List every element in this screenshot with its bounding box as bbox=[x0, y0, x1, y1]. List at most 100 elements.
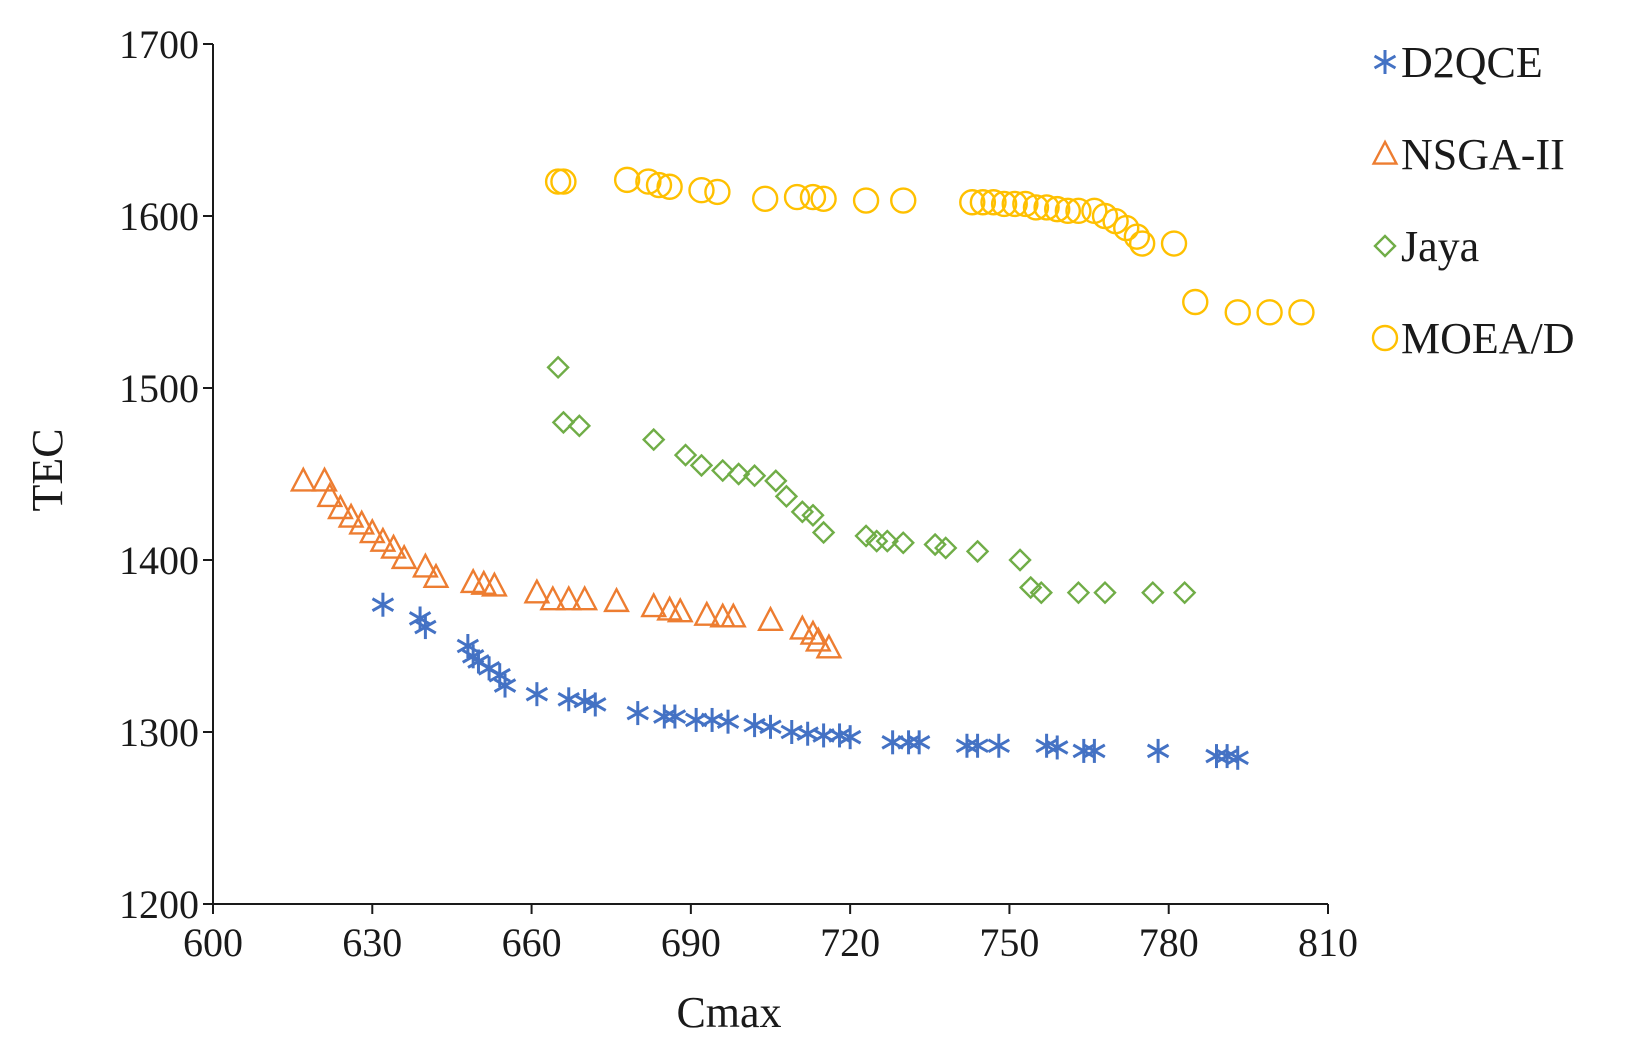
data-point bbox=[656, 173, 683, 200]
data-point bbox=[726, 462, 751, 486]
data-point bbox=[1008, 548, 1032, 572]
data-point bbox=[640, 591, 668, 618]
data-point bbox=[289, 466, 317, 492]
legend-item: D2QCE bbox=[1373, 38, 1543, 87]
data-point bbox=[626, 701, 649, 726]
data-point bbox=[1033, 194, 1060, 221]
data-point bbox=[422, 562, 450, 588]
data-point bbox=[348, 509, 376, 535]
data-point bbox=[716, 709, 740, 734]
data-point bbox=[1128, 230, 1156, 257]
series-nsga-ii bbox=[289, 466, 843, 659]
data-point bbox=[711, 458, 735, 483]
data-point bbox=[666, 597, 694, 623]
legend-label: NSGA-II bbox=[1401, 130, 1565, 179]
data-point bbox=[764, 469, 788, 493]
data-point bbox=[751, 185, 779, 213]
data-point bbox=[1072, 738, 1095, 763]
y-axis-label: TEC bbox=[23, 428, 72, 511]
data-point bbox=[990, 190, 1018, 218]
legend-marker bbox=[1371, 324, 1399, 352]
data-point bbox=[757, 605, 784, 631]
data-point bbox=[955, 733, 979, 758]
data-point bbox=[1001, 190, 1028, 218]
series-d2qce bbox=[371, 592, 1249, 770]
y-tick-label: 1400 bbox=[119, 538, 199, 583]
data-point bbox=[742, 464, 767, 488]
data-point bbox=[555, 584, 583, 611]
x-tick-label: 630 bbox=[342, 920, 402, 965]
data-point bbox=[546, 355, 570, 380]
data-point bbox=[371, 592, 395, 617]
data-point bbox=[1083, 738, 1106, 763]
legend-item: MOEA/D bbox=[1371, 314, 1575, 363]
data-point bbox=[551, 410, 576, 435]
data-point bbox=[897, 730, 920, 755]
series-jaya bbox=[546, 355, 1197, 605]
legend-label: Jaya bbox=[1401, 222, 1479, 271]
data-point bbox=[966, 733, 989, 758]
data-point bbox=[838, 725, 862, 750]
data-point bbox=[525, 682, 549, 707]
data-point bbox=[854, 524, 878, 548]
data-point bbox=[923, 532, 947, 557]
data-point bbox=[1123, 223, 1151, 250]
data-point bbox=[584, 692, 607, 717]
data-point bbox=[1044, 195, 1071, 223]
legend: D2QCE NSGA-II Jaya MOEA/D bbox=[1371, 38, 1575, 363]
data-point bbox=[493, 673, 517, 698]
data-point bbox=[311, 466, 338, 492]
y-tick-label: 1700 bbox=[119, 22, 199, 67]
data-point bbox=[613, 166, 641, 194]
data-point bbox=[1172, 580, 1197, 605]
data-point bbox=[704, 178, 731, 206]
data-point bbox=[1054, 197, 1082, 225]
data-point bbox=[774, 484, 799, 509]
data-point bbox=[1046, 735, 1069, 760]
data-point bbox=[327, 493, 354, 520]
data-point bbox=[810, 185, 837, 213]
data-point bbox=[369, 526, 397, 552]
data-point bbox=[801, 503, 825, 527]
data-point bbox=[1029, 580, 1053, 605]
data-point bbox=[719, 602, 747, 628]
data-point bbox=[1146, 738, 1170, 763]
legend-marker bbox=[1371, 139, 1399, 165]
data-point bbox=[684, 707, 708, 732]
data-point bbox=[641, 427, 666, 452]
data-point bbox=[645, 171, 673, 199]
data-point bbox=[380, 533, 407, 559]
y-tick-label: 1500 bbox=[119, 366, 199, 411]
data-point bbox=[811, 520, 836, 545]
data-point bbox=[1256, 299, 1283, 326]
data-point bbox=[890, 187, 917, 214]
data-points bbox=[289, 166, 1315, 770]
data-point bbox=[1065, 197, 1092, 225]
data-point bbox=[688, 176, 715, 204]
data-point bbox=[852, 187, 880, 214]
data-point bbox=[987, 733, 1010, 758]
plot-frame bbox=[212, 44, 1328, 905]
data-point bbox=[337, 502, 365, 528]
data-point bbox=[881, 730, 904, 755]
data-point bbox=[759, 714, 782, 739]
data-point bbox=[567, 414, 592, 438]
data-point bbox=[1205, 744, 1228, 769]
data-point bbox=[390, 543, 418, 570]
y-tick-label: 1200 bbox=[119, 882, 199, 927]
legend-label: D2QCE bbox=[1401, 38, 1543, 87]
x-axis-label: Cmax bbox=[676, 988, 781, 1037]
data-point bbox=[358, 517, 386, 544]
data-point bbox=[414, 615, 437, 640]
data-point bbox=[790, 500, 815, 524]
legend-item: NSGA-II bbox=[1371, 130, 1565, 179]
data-point bbox=[980, 189, 1007, 216]
data-point bbox=[689, 453, 714, 478]
data-point bbox=[603, 586, 630, 613]
data-point bbox=[783, 183, 811, 211]
data-point bbox=[459, 567, 487, 594]
data-point bbox=[799, 183, 827, 211]
data-point bbox=[907, 730, 931, 755]
legend-item: Jaya bbox=[1373, 222, 1479, 271]
